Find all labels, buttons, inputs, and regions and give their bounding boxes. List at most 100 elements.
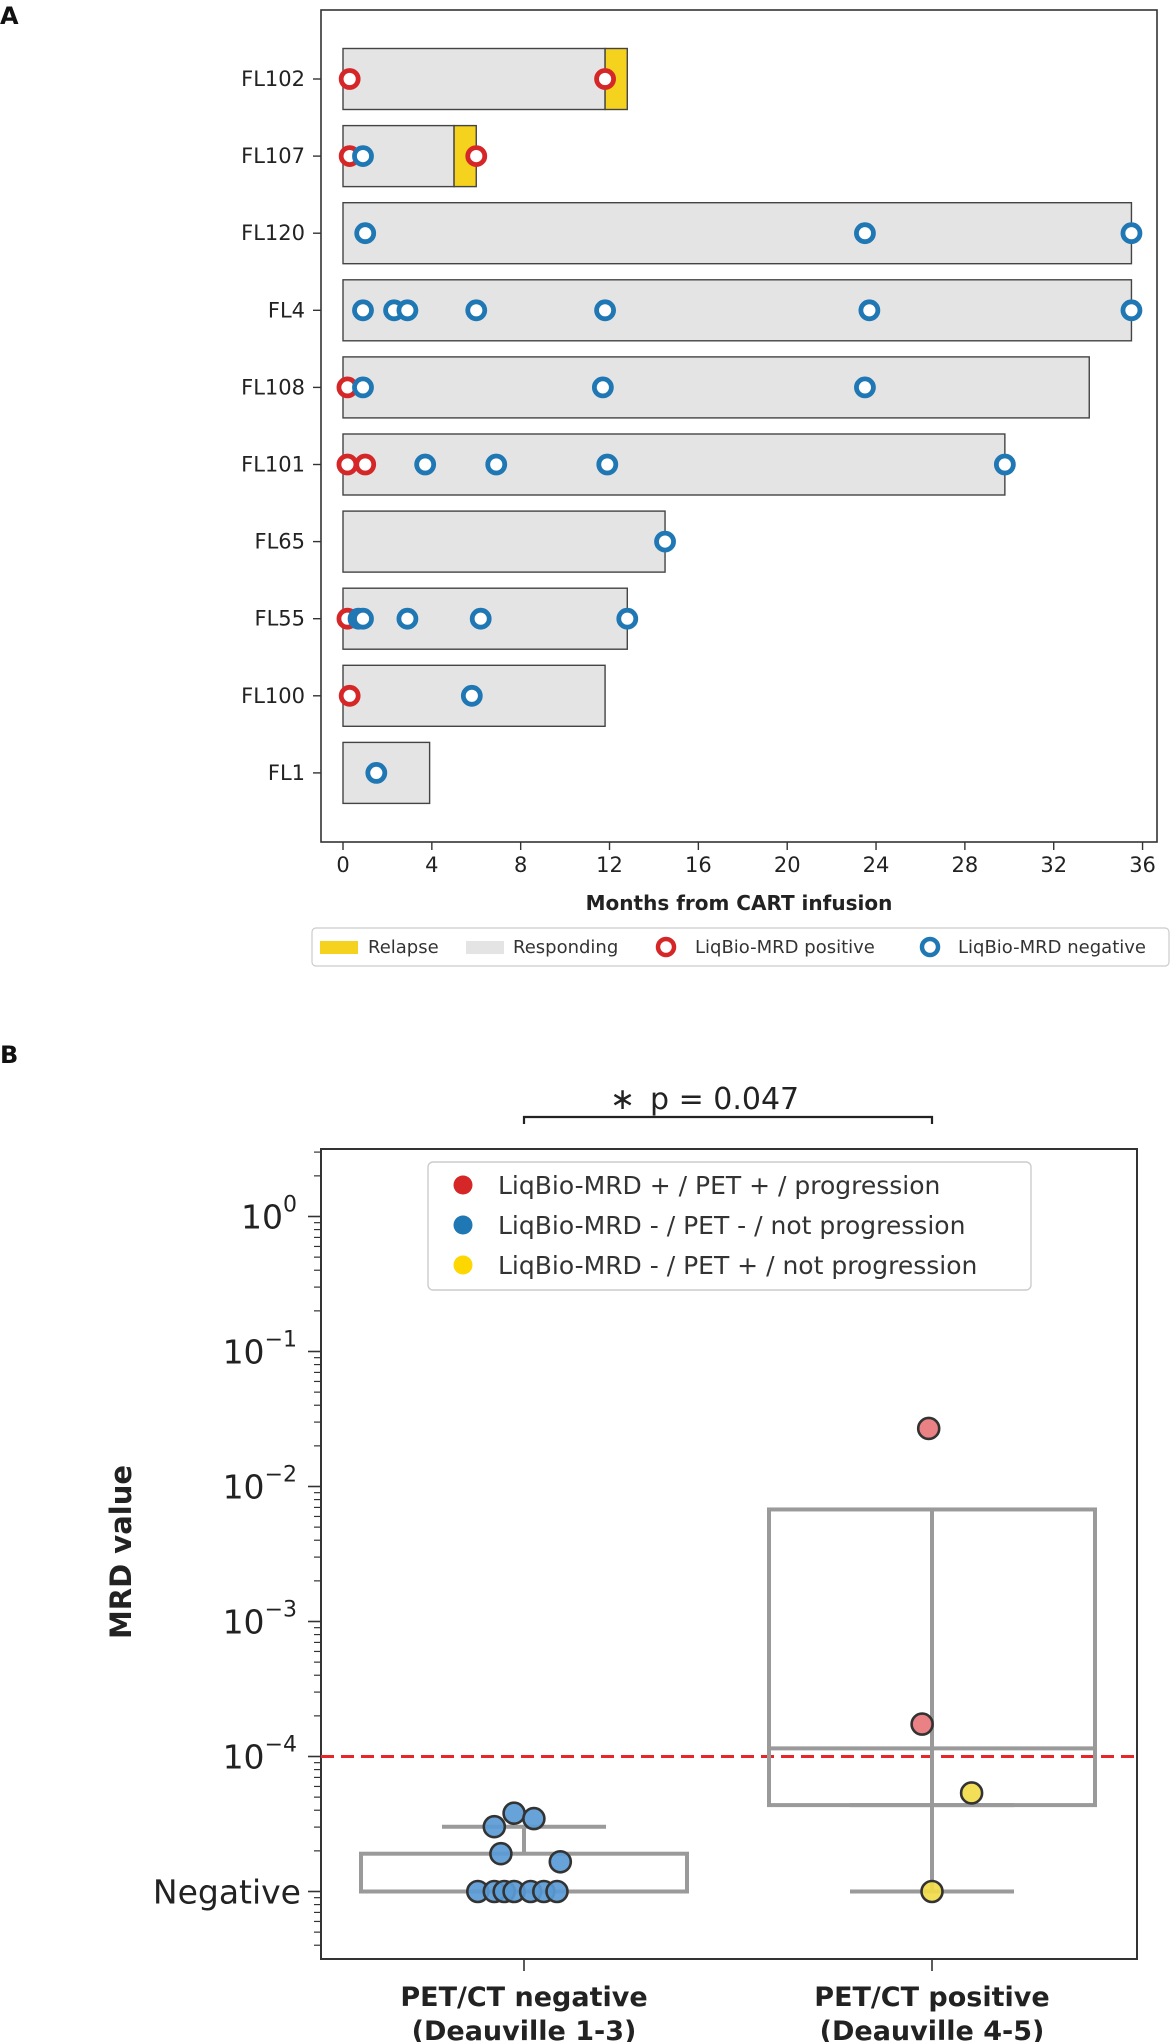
- x-tick-label: 24: [863, 853, 890, 877]
- legend-b-marker: [453, 1175, 473, 1195]
- patient-label: FL107: [241, 144, 305, 168]
- y-tick-base: 10: [241, 1198, 283, 1237]
- group-label: PET/CT positive: [814, 1982, 1049, 2013]
- mrd-point: [959, 1781, 984, 1805]
- legend-b-marker: [453, 1215, 473, 1235]
- legend-relapse-swatch: [320, 941, 358, 954]
- legend-b-frame: [427, 1161, 1032, 1291]
- mrd-negative-marker: [1120, 299, 1143, 322]
- mrd-positive-marker: [338, 684, 361, 707]
- mrd-point: [502, 1801, 526, 1825]
- mrd-negative-marker: [596, 453, 619, 476]
- mrd-point: [545, 1879, 569, 1904]
- mrd-positive-marker: [338, 68, 361, 90]
- responding-bar: [342, 356, 1090, 419]
- mrd-negative-marker: [352, 607, 374, 630]
- mrd-negative-marker: [352, 299, 374, 322]
- y-tick-base: 10: [223, 1333, 265, 1372]
- x-tick-label: 28: [952, 853, 979, 877]
- y-tick-exponent: −4: [265, 1733, 297, 1758]
- x-tick-label: 32: [1040, 853, 1067, 877]
- iqr-box: [767, 1507, 1097, 1808]
- patient-label: FL4: [268, 298, 305, 322]
- y-tick-exponent: 0: [283, 1193, 297, 1218]
- mrd-point: [482, 1814, 507, 1839]
- panel-label-b: B: [0, 1041, 18, 1069]
- significance-p-value: p = 0.047: [650, 1082, 799, 1117]
- swimmer-plot-frame: [320, 9, 1158, 843]
- mrd-negative-marker: [616, 607, 639, 630]
- legend-responding-swatch: [466, 941, 504, 954]
- y-tick-label: 10−4: [223, 1733, 297, 1777]
- mrd-negative-marker: [365, 762, 388, 784]
- legend-b-label: LiqBio-MRD - / PET + / not progression: [498, 1251, 977, 1280]
- mrd-negative-marker: [485, 453, 508, 476]
- x-axis-title: Months from CART infusion: [586, 891, 893, 915]
- mrd-point: [920, 1879, 944, 1904]
- legend-b-marker: [453, 1255, 473, 1275]
- patient-label: FL101: [241, 453, 305, 477]
- mrd-negative-marker: [465, 299, 488, 322]
- mrd-negative-marker: [396, 607, 419, 630]
- mrd-positive-marker: [336, 453, 359, 476]
- y-tick-label: 10−1: [223, 1328, 297, 1372]
- x-tick-label: 36: [1129, 853, 1156, 877]
- y-tick-exponent: −2: [265, 1463, 297, 1488]
- mrd-negative-marker: [469, 607, 492, 630]
- mrd-point: [910, 1712, 934, 1736]
- box-plot: ∗ p = 0.047 10010−110−210−310−4Negative …: [104, 1082, 1138, 2042]
- legend-b-label: LiqBio-MRD + / PET + / progression: [498, 1171, 940, 1200]
- legend-a: Relapse Responding LiqBio-MRD positive L…: [311, 927, 1170, 967]
- significance-bracket-line: [522, 1115, 934, 1124]
- legend-mrd-negative-label: LiqBio-MRD negative: [958, 937, 1146, 958]
- y-tick-label: 10−3: [223, 1598, 297, 1642]
- mrd-negative-marker: [352, 376, 374, 399]
- significance-bracket: ∗ p = 0.047: [522, 1082, 934, 1124]
- legend-responding-label: Responding: [513, 937, 618, 958]
- mrd-negative-marker: [1120, 222, 1143, 245]
- legend-b-label: LiqBio-MRD - / PET - / not progression: [498, 1211, 965, 1240]
- mrd-negative-marker: [591, 376, 614, 399]
- legend-mrd-negative-marker: [919, 936, 941, 958]
- patient-label: FL1: [268, 761, 305, 785]
- group-sublabel: (Deauville 1-3): [412, 2016, 637, 2042]
- responding-bar: [342, 510, 666, 573]
- responding-bar: [342, 201, 1133, 265]
- mrd-positive-marker: [465, 145, 488, 168]
- patient-label: FL100: [241, 684, 305, 708]
- y-tick-exponent: −1: [265, 1328, 297, 1353]
- legend-b: LiqBio-MRD + / PET + / progression LiqBio…: [427, 1161, 1032, 1291]
- patient-label: FL108: [241, 375, 305, 399]
- box-group: [767, 1507, 1097, 1894]
- mrd-positive-marker: [354, 453, 377, 476]
- mrd-point: [489, 1841, 513, 1866]
- mrd-point: [522, 1806, 546, 1831]
- y-tick-base: 10: [223, 1603, 265, 1642]
- mrd-negative-marker: [993, 453, 1016, 476]
- mrd-negative-marker: [414, 453, 437, 476]
- x-tick-label: 0: [336, 853, 349, 877]
- negative-tick-label: Negative: [153, 1873, 301, 1912]
- patient-label: FL65: [254, 530, 305, 554]
- significance-star: ∗: [610, 1082, 635, 1117]
- mrd-negative-marker: [354, 222, 377, 245]
- mrd-point: [916, 1416, 941, 1441]
- y-tick-label: 10−2: [223, 1463, 297, 1507]
- responding-bar: [342, 47, 606, 111]
- y-tick-base: 10: [223, 1738, 265, 1777]
- mrd-point: [548, 1850, 573, 1874]
- legend-relapse-label: Relapse: [368, 937, 439, 958]
- mrd-negative-marker: [352, 145, 374, 168]
- swimmer-plot: FL102FL107FL120FL4FL108FL101FL65FL55FL10…: [241, 9, 1170, 967]
- y-tick-exponent: −3: [265, 1598, 297, 1623]
- patient-label: FL55: [254, 607, 305, 631]
- x-tick-label: 20: [774, 853, 801, 877]
- x-tick-label: 12: [596, 853, 623, 877]
- patient-label: FL102: [241, 67, 305, 91]
- legend-mrd-positive-label: LiqBio-MRD positive: [695, 937, 875, 958]
- legend-mrd-positive-marker: [655, 936, 677, 958]
- y-tick-base: 10: [223, 1468, 265, 1507]
- patient-label: FL120: [241, 221, 305, 245]
- responding-bar: [342, 433, 1006, 496]
